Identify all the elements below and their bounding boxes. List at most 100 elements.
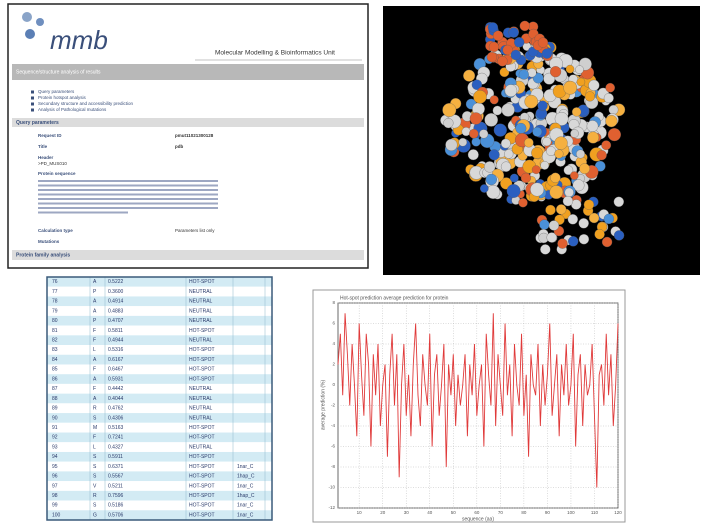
link: Query parameters bbox=[38, 89, 75, 94]
atom bbox=[589, 80, 600, 91]
atom bbox=[614, 197, 624, 207]
x-tick-label: 80 bbox=[521, 510, 527, 515]
sequence-line bbox=[38, 185, 218, 187]
atom bbox=[555, 137, 568, 150]
table-cell: F bbox=[93, 328, 96, 334]
table-cell: NEUTRAL bbox=[189, 289, 213, 295]
atom bbox=[525, 95, 538, 108]
table-cell: 78 bbox=[52, 299, 58, 305]
atom bbox=[521, 173, 531, 183]
atom bbox=[511, 50, 521, 60]
y-tick-label: -8 bbox=[331, 464, 335, 469]
atom bbox=[485, 113, 498, 126]
atom bbox=[472, 138, 481, 147]
atom bbox=[546, 146, 555, 155]
table-cell: HOT-SPOT bbox=[189, 279, 215, 285]
table-cell: 0.4914 bbox=[108, 299, 124, 305]
atom bbox=[550, 185, 563, 198]
table-cell: 0.3600 bbox=[108, 289, 124, 295]
table-cell: 1hap_C bbox=[237, 474, 255, 480]
atom bbox=[579, 218, 589, 228]
table-row bbox=[47, 335, 272, 345]
table-cell: 1nar_C bbox=[237, 464, 254, 470]
atom bbox=[480, 184, 488, 192]
atom bbox=[520, 21, 530, 31]
atom bbox=[468, 149, 479, 160]
table-cell: F bbox=[93, 435, 96, 441]
atom bbox=[602, 237, 612, 247]
table-cell: 0.5706 bbox=[108, 512, 124, 518]
table-cell: 1hap_C bbox=[237, 493, 255, 499]
logo-dot bbox=[25, 29, 35, 39]
atom bbox=[486, 185, 500, 199]
table-cell: 0.5222 bbox=[108, 279, 124, 285]
table-cell: HOT-SPOT bbox=[189, 347, 215, 353]
atom bbox=[489, 150, 500, 161]
chart-title: Hot-spot prediction average prediction f… bbox=[340, 295, 449, 301]
table-cell: NEUTRAL bbox=[189, 386, 213, 392]
table-cell: 0.4944 bbox=[108, 338, 124, 344]
atom bbox=[604, 93, 614, 103]
atom bbox=[556, 204, 566, 214]
x-tick-label: 100 bbox=[567, 510, 575, 515]
atom bbox=[609, 105, 618, 114]
atom bbox=[595, 229, 605, 239]
table-cell: 86 bbox=[52, 376, 58, 382]
table-row bbox=[47, 374, 272, 384]
field-value: pdb bbox=[175, 144, 183, 149]
table-cell: NEUTRAL bbox=[189, 318, 213, 324]
atom bbox=[486, 174, 497, 185]
atom bbox=[570, 172, 578, 180]
table-row bbox=[47, 316, 272, 326]
atom bbox=[587, 120, 598, 131]
table-cell: 97 bbox=[52, 483, 58, 489]
table-row bbox=[47, 326, 272, 336]
table-cell: F bbox=[93, 338, 96, 344]
atom bbox=[443, 103, 457, 117]
atom bbox=[614, 230, 624, 240]
table-cell: HOT-SPOT bbox=[189, 357, 215, 363]
atom bbox=[497, 56, 507, 66]
table-cell: HOT-SPOT bbox=[189, 512, 215, 518]
table-cell: 85 bbox=[52, 367, 58, 373]
table-cell: HOT-SPOT bbox=[189, 474, 215, 480]
table-row bbox=[47, 413, 272, 423]
table-row bbox=[47, 355, 272, 365]
logo-dot bbox=[36, 18, 44, 26]
atom bbox=[484, 161, 495, 172]
atom bbox=[597, 150, 607, 160]
atom bbox=[608, 128, 621, 141]
atom bbox=[532, 166, 540, 174]
table-row bbox=[47, 442, 272, 452]
atom bbox=[444, 118, 454, 128]
table-row bbox=[47, 287, 272, 297]
atom bbox=[550, 66, 561, 77]
table-cell: 0.4306 bbox=[108, 415, 124, 421]
table-cell: L bbox=[93, 444, 96, 450]
bullet bbox=[31, 109, 34, 112]
link: Secondary structure and accessibility pr… bbox=[38, 101, 134, 106]
x-tick-label: 120 bbox=[614, 510, 622, 515]
table-cell: 84 bbox=[52, 357, 58, 363]
atom bbox=[487, 52, 497, 62]
atom bbox=[510, 174, 518, 182]
table-cell: 0.5211 bbox=[108, 483, 123, 489]
table-cell: 94 bbox=[52, 454, 58, 460]
table-row bbox=[47, 277, 272, 287]
table-cell: NEUTRAL bbox=[189, 308, 213, 314]
table-row bbox=[47, 403, 272, 413]
table-cell: HOT-SPOT bbox=[189, 454, 215, 460]
x-tick-label: 10 bbox=[357, 510, 363, 515]
atom bbox=[469, 129, 478, 138]
sequence-line bbox=[38, 189, 218, 191]
atom bbox=[542, 137, 551, 146]
section-bar bbox=[12, 118, 364, 127]
table-cell: 93 bbox=[52, 444, 58, 450]
field-label: Protein sequence bbox=[38, 171, 76, 176]
atom bbox=[539, 220, 549, 230]
table-cell: F bbox=[93, 386, 96, 392]
atom bbox=[516, 123, 527, 134]
table-cell: 0.6167 bbox=[108, 357, 124, 363]
logo-dot bbox=[22, 12, 32, 22]
atom bbox=[494, 124, 507, 137]
